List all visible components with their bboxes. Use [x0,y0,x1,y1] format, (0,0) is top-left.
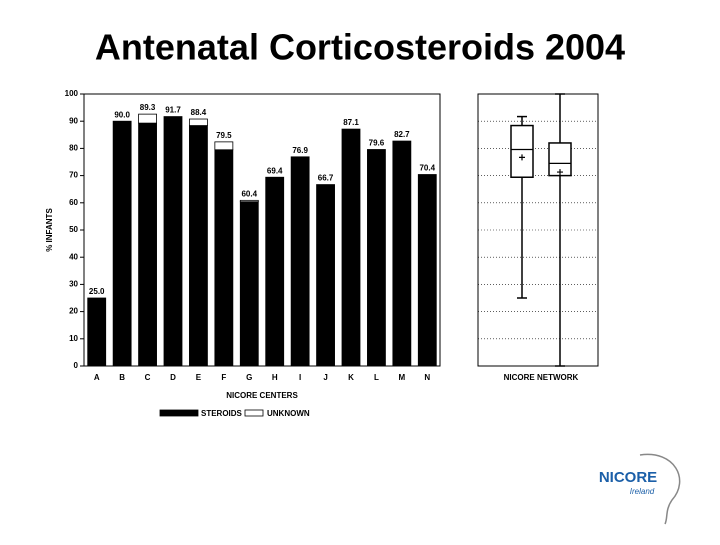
legend-label: UNKNOWN [267,409,310,418]
data-label: 25.0 [89,287,105,296]
bar-segment [189,118,208,126]
x-tick-label: I [299,373,301,382]
bar-segment [138,113,157,124]
y-tick-label: 100 [65,89,79,98]
bar-segment [214,141,234,151]
x-tick-label: H [272,373,278,382]
x-tick-label: G [246,373,252,382]
data-label: 70.4 [419,164,435,173]
bar-segment [341,128,361,367]
y-tick-label: 90 [69,116,78,125]
y-axis-label: % INFANTS [45,208,54,252]
bar-segment [239,201,259,367]
data-label: 66.7 [318,174,334,183]
x-tick-label: A [94,373,100,382]
x-tick-label: E [196,373,202,382]
data-label: 82.7 [394,130,410,139]
bar-segment [392,140,412,367]
bar-segment [138,122,157,367]
legend-swatch [159,409,199,417]
y-tick-label: 40 [69,252,78,261]
bar-segment [239,199,259,203]
y-tick-label: 10 [69,334,78,343]
y-tick-label: 80 [69,144,78,153]
mean-marker [557,169,563,176]
bar-segment [417,174,437,367]
x-tick-label: K [348,373,354,382]
x-tick-label: C [145,373,151,382]
y-tick-label: 70 [69,171,78,180]
x-tick-label: B [119,373,125,382]
data-label: 79.5 [216,131,232,140]
x-tick-label: J [323,373,327,382]
logo-outline [639,453,681,525]
legend-swatch [244,409,264,417]
bar-segment [316,184,335,367]
data-label: 90.0 [114,110,130,119]
logo-name: NICORE [599,469,657,486]
bar-segment [290,156,310,367]
y-tick-label: 50 [69,225,78,234]
box [510,124,534,178]
x-tick-label: N [424,373,430,382]
logo: NICORE Ireland [599,453,681,525]
bar-segment [112,120,132,367]
plot-frame [83,93,441,367]
data-label: 88.4 [191,108,207,117]
data-label: 60.4 [241,189,257,198]
x-tick-label: F [221,373,226,382]
data-label: 91.7 [165,106,181,115]
bar-segment [163,116,183,367]
data-label: 89.3 [140,103,156,112]
y-tick-label: 0 [74,361,79,370]
data-label: 69.4 [267,166,283,175]
box [548,142,572,177]
slide-title: Antenatal Corticosteroids 2004 [95,27,625,68]
bar-segment [367,149,386,367]
bar-segment [189,125,208,367]
y-tick-label: 60 [69,198,78,207]
bar-segment [87,297,107,367]
data-label: 79.6 [369,139,385,148]
box-x-label: NICORE NETWORK [504,373,579,382]
x-tick-label: L [374,373,379,382]
data-label: 76.9 [292,146,308,155]
bar-segment [214,149,234,367]
y-tick-label: 30 [69,280,78,289]
mean-marker [519,154,525,161]
bar-segment [265,176,285,367]
x-tick-label: M [399,373,406,382]
x-axis-label: NICORE CENTERS [226,391,298,400]
data-label: 87.1 [343,118,359,127]
legend-label: STEROIDS [201,409,243,418]
y-tick-label: 20 [69,307,78,316]
logo-subtitle: Ireland [630,487,655,496]
x-tick-label: D [170,373,176,382]
